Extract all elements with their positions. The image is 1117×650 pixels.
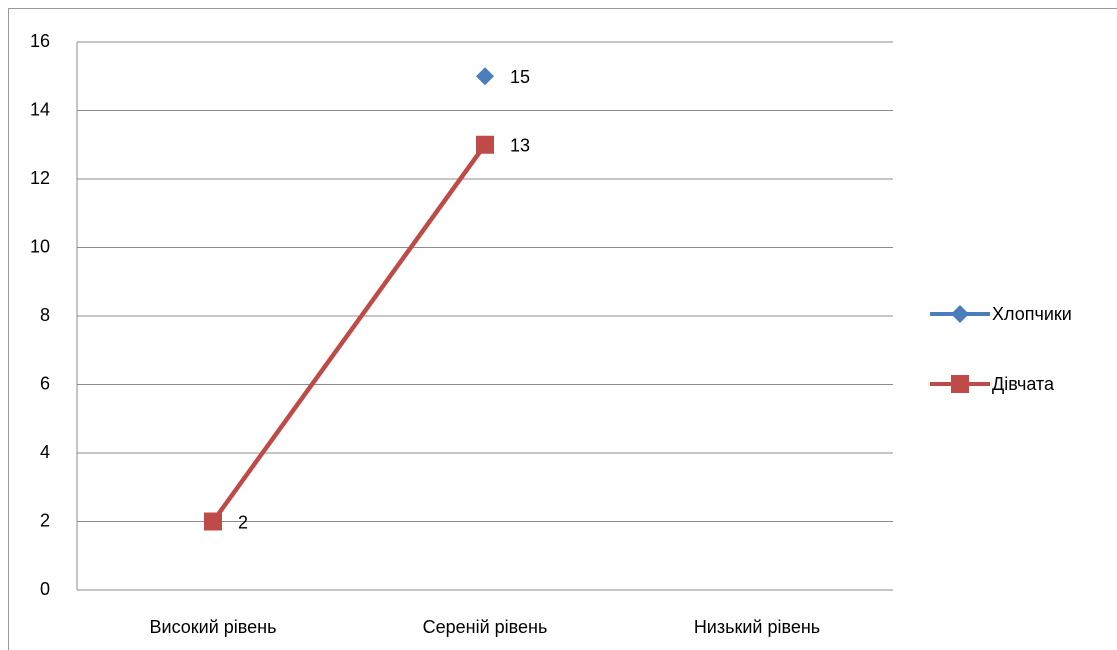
y-tick-label: 10 xyxy=(30,236,50,256)
y-tick-label: 16 xyxy=(30,31,50,51)
data-point xyxy=(204,512,222,531)
y-tick-label: 14 xyxy=(30,99,50,119)
y-tick-label: 4 xyxy=(40,442,50,462)
y-tick-label: 12 xyxy=(30,168,50,188)
data-label: 15 xyxy=(510,67,530,87)
legend-marker xyxy=(951,305,969,323)
x-tick-label: Низький рівень xyxy=(694,617,820,637)
legend-label: Хлопчики xyxy=(992,304,1072,324)
chart-frame xyxy=(8,8,1117,650)
series-line xyxy=(211,143,487,523)
data-point xyxy=(476,67,494,86)
data-label: 2 xyxy=(238,512,248,532)
y-tick-label: 0 xyxy=(40,579,50,599)
y-tick-label: 2 xyxy=(40,510,50,530)
x-tick-label: Сереній рівень xyxy=(423,617,548,637)
data-point xyxy=(476,135,494,154)
y-tick-label: 6 xyxy=(40,373,50,393)
data-label: 13 xyxy=(510,136,530,156)
legend-label: Дівчата xyxy=(992,374,1055,394)
legend-marker xyxy=(951,375,969,393)
y-tick-label: 8 xyxy=(40,305,50,325)
x-tick-label: Високий рівень xyxy=(150,617,277,637)
